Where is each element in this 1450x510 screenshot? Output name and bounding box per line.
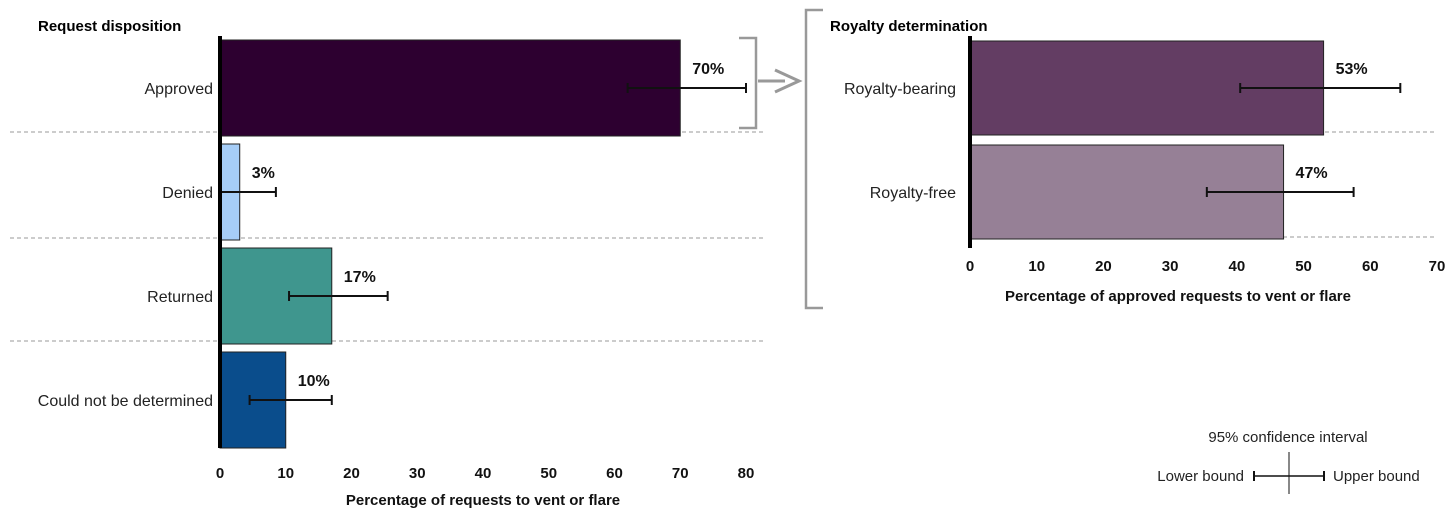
left-x-tick-label-50: 50 xyxy=(540,465,557,482)
request-disposition-panel: Request disposition Percentage of reques… xyxy=(10,18,763,509)
right-bracket xyxy=(804,8,823,310)
left-bar-approved xyxy=(219,39,681,137)
left-x-tick-label-30: 30 xyxy=(409,465,426,482)
legend-upper-bound-label: Upper bound xyxy=(1333,468,1420,485)
left-x-axis-label: Percentage of requests to vent or flare xyxy=(346,492,620,509)
royalty-determination-panel: Royalty determination Percentage of appr… xyxy=(830,18,1445,305)
left-x-tick-label-10: 10 xyxy=(277,465,294,482)
right-x-tick-label-30: 30 xyxy=(1162,258,1179,275)
right-x-axis-label: Percentage of approved requests to vent … xyxy=(1005,288,1351,305)
left-category-label-denied: Denied xyxy=(162,185,213,202)
right-x-tick-label-40: 40 xyxy=(1229,258,1246,275)
legend-lower-bound-label: Lower bound xyxy=(1157,468,1244,485)
left-x-tick-label-0: 0 xyxy=(216,465,224,482)
right-x-tick-label-70: 70 xyxy=(1429,258,1446,275)
left-category-label-approved: Approved xyxy=(145,81,214,98)
left-x-tick-label-40: 40 xyxy=(475,465,492,482)
left-x-tick-label-20: 20 xyxy=(343,465,360,482)
left-category-label-could-not-be-determined: Could not be determined xyxy=(38,393,213,410)
confidence-interval-legend: 95% confidence interval Lower bound Uppe… xyxy=(1157,429,1420,494)
left-value-label-returned: 17% xyxy=(344,269,376,286)
right-category-label-royalty-free: Royalty-free xyxy=(870,185,956,202)
left-x-tick-label-70: 70 xyxy=(672,465,689,482)
left-value-label-approved: 70% xyxy=(692,61,724,78)
left-category-label-returned: Returned xyxy=(147,289,213,306)
right-x-tick-label-0: 0 xyxy=(966,258,974,275)
approved-breakdown-connector xyxy=(739,8,823,310)
left-x-tick-label-60: 60 xyxy=(606,465,623,482)
right-value-label-royalty-bearing: 53% xyxy=(1336,61,1368,78)
left-chart-title: Request disposition xyxy=(38,18,181,35)
right-chart-title: Royalty determination xyxy=(830,18,988,35)
right-x-tick-label-10: 10 xyxy=(1028,258,1045,275)
left-x-tick-label-80: 80 xyxy=(738,465,755,482)
left-bracket xyxy=(739,36,758,130)
legend-title: 95% confidence interval xyxy=(1208,429,1367,446)
left-value-label-denied: 3% xyxy=(252,165,275,182)
right-x-tick-label-20: 20 xyxy=(1095,258,1112,275)
right-x-tick-label-60: 60 xyxy=(1362,258,1379,275)
arrow-head xyxy=(774,68,803,94)
left-value-label-could-not-be-determined: 10% xyxy=(298,373,330,390)
right-category-label-royalty-bearing: Royalty-bearing xyxy=(844,81,956,98)
right-value-label-royalty-free: 47% xyxy=(1296,165,1328,182)
right-x-tick-label-50: 50 xyxy=(1295,258,1312,275)
